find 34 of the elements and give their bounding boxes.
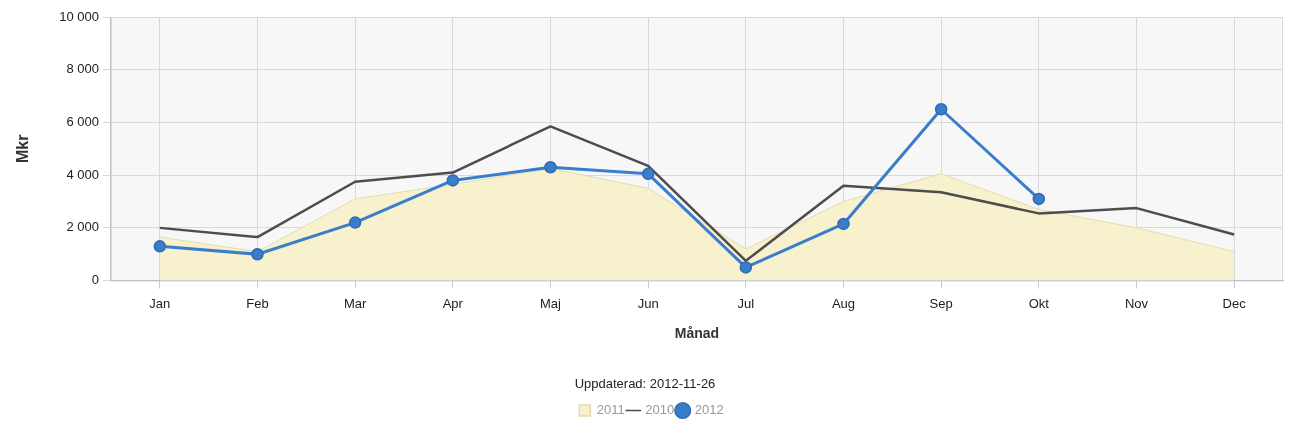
x-tick-label: Feb [246,295,269,311]
legend-label: 2010 [645,402,675,418]
y-axis-title: Mkr [14,134,32,164]
point [348,216,362,229]
point [544,161,557,174]
point [251,247,264,261]
legend-label: 2011 [596,402,625,418]
y-tick-label: 0 [91,272,99,288]
x-tick-label: Nov [1124,295,1149,311]
y-tick-label: 10 000 [59,8,99,24]
point [1032,192,1046,206]
x-tick-label: Mar [343,295,367,311]
point [641,167,655,181]
x-tick-label: Jul [737,295,755,311]
x-axis-title: Månad [674,325,720,342]
y-tick-label: 4 000 [66,166,99,182]
point [153,240,167,253]
y-tick-label: 2 000 [66,219,99,235]
legend-label: 2012 [694,402,724,418]
y-tick-label: 6 000 [66,114,99,130]
point [739,261,753,274]
x-tick-label: Jun [637,295,659,311]
point [934,103,948,116]
x-tick-label: Apr [442,295,464,311]
x-tick-label: Jan [149,295,171,311]
y-tick-label: 8 000 [66,61,99,77]
x-tick-label: Dec [1222,295,1247,311]
x-tick-label: Maj [540,295,562,311]
point [446,174,460,187]
x-tick-label: Okt [1028,295,1050,311]
x-tick-label: Sep [929,295,953,311]
x-tick-label: Aug [831,295,856,311]
point [837,217,850,231]
text: Uppdaterad: 2012-11-26 [574,375,716,391]
